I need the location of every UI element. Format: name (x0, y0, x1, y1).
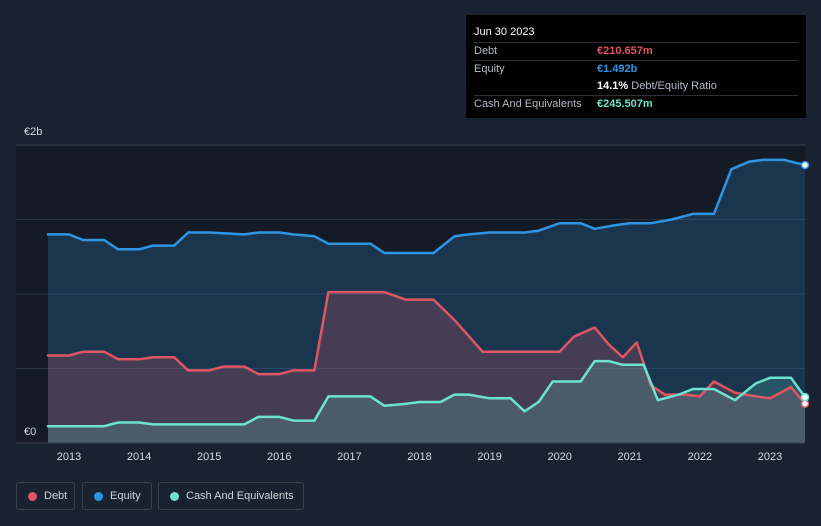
y-tick-label-top: €2b (24, 126, 43, 138)
equity-line (46, 158, 807, 255)
legend-debt-label: Debt (44, 490, 68, 502)
x-tick-label: 2015 (196, 451, 222, 463)
x-tick-label: 2016 (267, 451, 292, 463)
x-tick-label: 2020 (547, 451, 572, 463)
cash-endpoint (800, 392, 810, 402)
tooltip-row-debt: Debt €210.657m (474, 42, 798, 60)
tooltip: Jun 30 2023 Debt €210.657m Equity €1.492… (466, 15, 806, 118)
y-tick-label-zero: €0 (24, 426, 37, 438)
tooltip-equity-label: Equity (474, 63, 505, 75)
legend-equity-label: Equity (110, 490, 141, 502)
debt-area (48, 292, 805, 443)
x-tick-label: 2014 (126, 451, 152, 463)
legend-cash-label: Cash And Equivalents (186, 490, 294, 502)
equity-legend-dot-icon (94, 492, 103, 501)
tooltip-cash-value: €245.507m (597, 98, 653, 110)
x-tick-label: 2021 (617, 451, 643, 463)
tooltip-ratio: 14.1% Debt/Equity Ratio (597, 78, 717, 95)
cash-line (46, 359, 807, 428)
x-tick-label: 2023 (757, 451, 783, 463)
cash-legend-dot-icon (170, 492, 179, 501)
tooltip-ratio-value: 14.1% (597, 80, 629, 92)
debt-legend-dot-icon (28, 492, 37, 501)
series-lines (46, 158, 807, 428)
equity-endpoint (800, 160, 810, 170)
debt-line (46, 290, 807, 405)
series-areas (48, 159, 805, 443)
tooltip-date: Jun 30 2023 (474, 26, 535, 38)
x-tick-label: 2019 (477, 451, 502, 463)
legend-item-equity[interactable]: Equity (82, 482, 152, 510)
x-tick-label: 2017 (337, 451, 362, 463)
tooltip-debt-value: €210.657m (597, 45, 653, 57)
x-tick-label: 2018 (407, 451, 432, 463)
tooltip-row-equity: Equity €1.492b (474, 60, 798, 78)
equity-area (48, 159, 805, 443)
legend-item-debt[interactable]: Debt (16, 482, 75, 510)
tooltip-row-ratio: 14.1% Debt/Equity Ratio (474, 78, 798, 95)
x-tick-label: 2022 (687, 451, 713, 463)
tooltip-row-cash: Cash And Equivalents €245.507m (474, 95, 798, 113)
tooltip-equity-value: €1.492b (597, 63, 638, 75)
x-tick-label: 2013 (56, 451, 82, 463)
tooltip-cash-label: Cash And Equivalents (474, 98, 582, 110)
tooltip-ratio-label: Debt/Equity Ratio (631, 80, 717, 92)
series-endpoints (800, 160, 810, 408)
tooltip-debt-label: Debt (474, 45, 498, 57)
legend-item-cash[interactable]: Cash And Equivalents (158, 482, 304, 510)
